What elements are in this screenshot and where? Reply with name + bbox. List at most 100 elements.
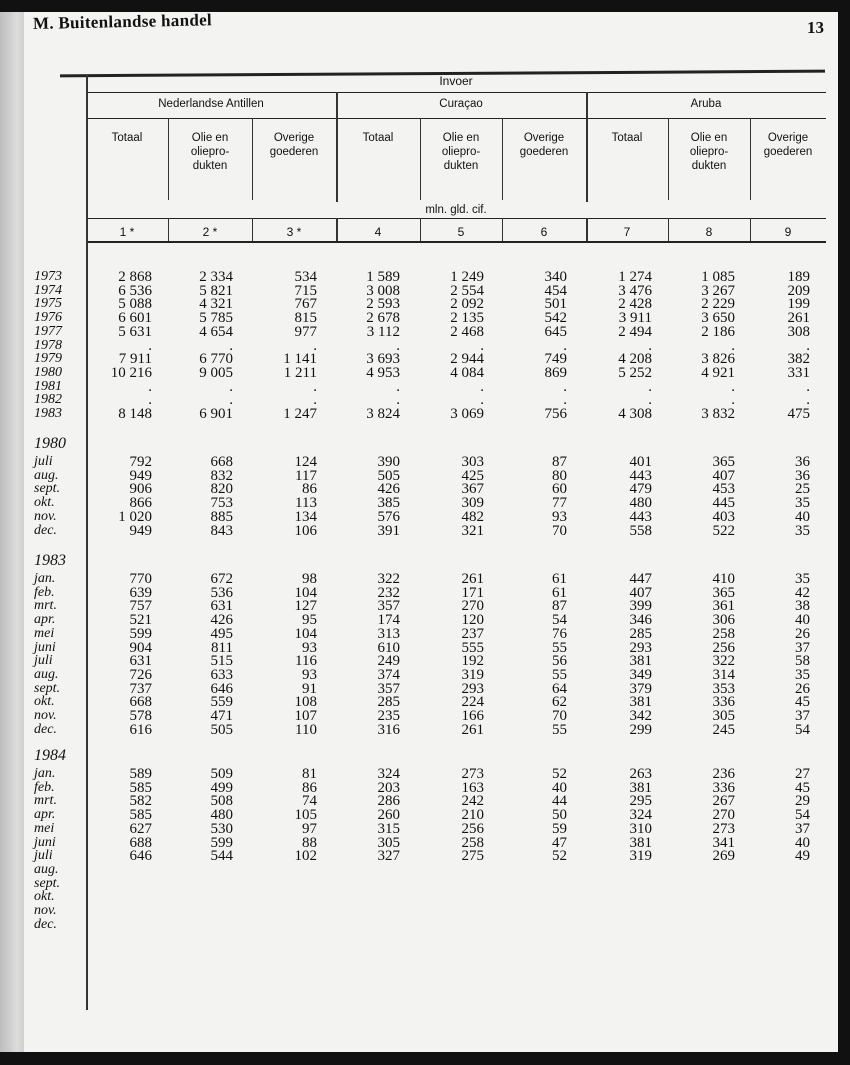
- cell: 4 921: [701, 364, 735, 381]
- cell: 447: [629, 571, 653, 587]
- cell: 9 005: [199, 364, 233, 381]
- column-number: 5: [457, 225, 465, 239]
- cell: 820: [210, 481, 234, 498]
- cell: 589: [129, 766, 153, 782]
- cell: 55: [552, 639, 567, 656]
- cell: 2 678: [366, 310, 400, 327]
- cell: 726: [129, 666, 153, 683]
- cell: 40: [795, 508, 810, 525]
- cell: 285: [629, 625, 653, 642]
- cell: 505: [210, 721, 234, 738]
- cell: .: [731, 337, 735, 354]
- cell: 453: [712, 481, 736, 498]
- cell: 1 211: [283, 364, 317, 381]
- cell: 60: [552, 481, 567, 498]
- cell: 756: [544, 406, 568, 422]
- cell: 425: [461, 467, 485, 484]
- cell: 55: [552, 666, 567, 683]
- column-number: 2 *: [202, 225, 218, 239]
- cell: 293: [629, 639, 653, 656]
- page: [0, 12, 838, 1052]
- cell: 757: [129, 598, 153, 615]
- cell: 95: [302, 612, 317, 629]
- cell: 210: [461, 807, 485, 824]
- cell: 3 650: [701, 310, 735, 327]
- year-label: 1978: [34, 337, 62, 353]
- cell: 521: [129, 612, 153, 629]
- month-label: okt.: [34, 889, 55, 905]
- cell: 35: [795, 571, 810, 587]
- cell: 293: [461, 680, 485, 697]
- group-divider: [336, 218, 338, 241]
- cell: 646: [129, 848, 153, 865]
- cell: 61: [552, 584, 567, 601]
- cell: 365: [712, 454, 736, 470]
- cell: 2 468: [450, 323, 484, 340]
- cell: 299: [629, 721, 653, 738]
- cell: 61: [552, 571, 567, 587]
- cell: 107: [294, 708, 318, 724]
- year-label: 1982: [34, 392, 62, 408]
- cell: 346: [629, 612, 653, 629]
- month-label: apr.: [34, 807, 56, 823]
- cell: 7 911: [118, 351, 152, 368]
- cell: 530: [210, 820, 234, 837]
- year-label: 1981: [34, 378, 62, 394]
- cell: 37: [795, 708, 810, 724]
- cell: 4 208: [618, 351, 652, 368]
- cell: 52: [552, 766, 567, 782]
- cell: 315: [377, 820, 401, 837]
- year-label: 1977: [34, 323, 62, 339]
- cell: 77: [552, 495, 567, 512]
- cell: 308: [787, 323, 811, 340]
- cell: 480: [210, 807, 234, 824]
- column-header: Overige goederen: [269, 132, 319, 158]
- cell: 36: [795, 467, 810, 484]
- rule: [86, 218, 826, 219]
- period-heading: 1980: [34, 435, 66, 452]
- cell: 3 832: [701, 406, 735, 422]
- cell: 3 008: [366, 282, 400, 299]
- cell: 401: [629, 454, 653, 470]
- cell: .: [148, 378, 152, 395]
- cell: 235: [377, 708, 401, 724]
- column-divider: [502, 118, 503, 200]
- month-label: nov.: [34, 708, 57, 723]
- cell: 381: [629, 653, 653, 670]
- page-number: 13: [807, 18, 824, 37]
- cell: 515: [210, 653, 234, 670]
- cell: 124: [294, 454, 318, 470]
- cell: 403: [712, 508, 736, 525]
- cell: .: [313, 392, 317, 409]
- cell: 249: [377, 653, 401, 670]
- cell: 6 601: [118, 310, 152, 327]
- column-divider: [750, 218, 751, 241]
- month-label: apr.: [34, 612, 56, 628]
- cell: 174: [377, 612, 401, 629]
- cell: 26: [795, 625, 810, 642]
- cell: 445: [712, 495, 736, 512]
- cell: 3 824: [366, 406, 400, 422]
- cell: 3 826: [701, 351, 735, 368]
- cell: 44: [552, 793, 567, 810]
- cell: 56: [552, 653, 567, 670]
- cell: 340: [544, 269, 568, 285]
- cell: 310: [629, 820, 653, 837]
- group-header: Aruba: [690, 98, 722, 110]
- cell: 770: [129, 571, 153, 587]
- cell: 305: [712, 708, 736, 724]
- column-divider: [252, 218, 253, 241]
- adjacent-page-edge: [0, 12, 24, 1052]
- cell: 443: [629, 508, 653, 525]
- cell: 245: [712, 721, 736, 738]
- column-divider: [502, 218, 503, 241]
- cell: 479: [629, 481, 653, 498]
- year-label: 1980: [34, 364, 62, 380]
- cell: 305: [377, 834, 401, 851]
- month-label: mei: [34, 820, 55, 836]
- cell: 482: [461, 508, 485, 525]
- month-label: mei: [34, 625, 55, 641]
- month-label: nov.: [34, 508, 57, 524]
- cell: 256: [712, 639, 736, 656]
- cell: 52: [552, 848, 567, 865]
